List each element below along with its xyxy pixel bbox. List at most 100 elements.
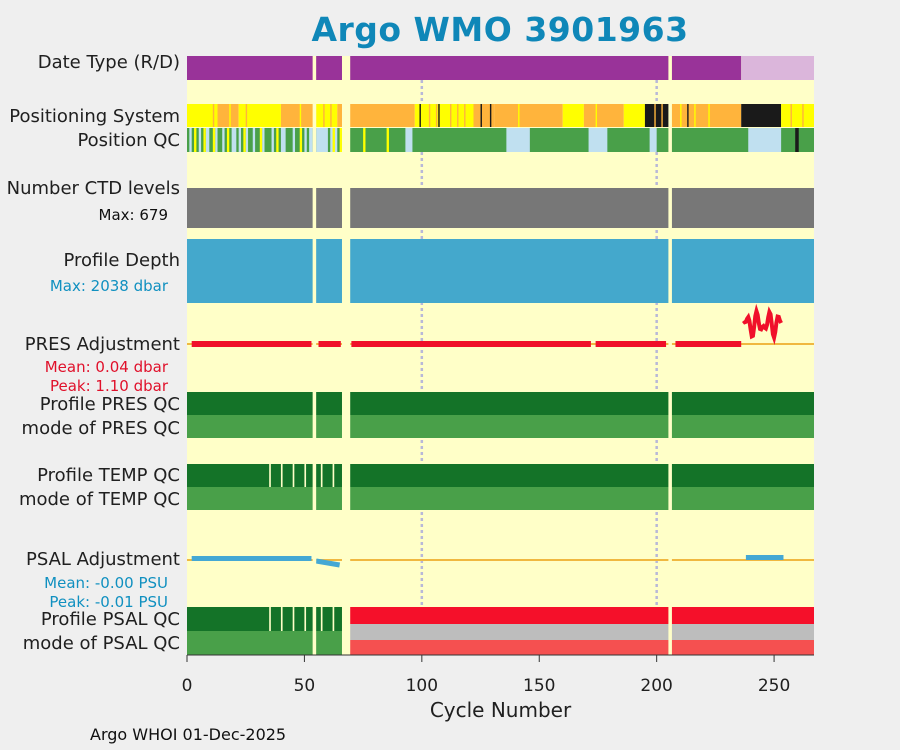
pos-system-stripe: [480, 104, 482, 127]
label-psal-adjustment: PSAL Adjustment: [25, 549, 180, 570]
pres-qc-bar: [187, 392, 814, 415]
pos-system-stripe: [299, 104, 302, 127]
position-qc-stripe: [304, 128, 307, 152]
label-positioning-system: Positioning System: [9, 106, 180, 127]
position-qc-stripe: [189, 128, 192, 152]
label-mode-psal-qc: mode of PSAL QC: [22, 633, 180, 654]
temp-qc-stripe: [280, 464, 283, 487]
pos-system-segment: [316, 104, 338, 127]
psal-qc-bar: [187, 607, 342, 631]
position-qc-stripe: [292, 128, 296, 152]
pres-adjustment-bar: [595, 341, 667, 347]
position-qc-stripe: [226, 128, 230, 152]
pres-adjustment-bar: [191, 341, 312, 347]
position-qc-stripe: [332, 128, 335, 152]
pos-system-segment: [583, 104, 624, 127]
x-tick-label: 200: [640, 676, 673, 696]
position-qc-stripe: [276, 128, 279, 152]
pos-system-stripe: [651, 104, 654, 127]
pos-system-stripe: [630, 104, 633, 127]
psal-mean-value: Mean: -0.00 PSU: [44, 574, 168, 592]
pos-system-stripe: [229, 104, 231, 127]
pres-adjustment-line: [742, 303, 783, 345]
pos-system-stripe: [353, 104, 356, 127]
position-qc-stripe: [405, 128, 413, 152]
pos-system-stripe: [403, 104, 405, 127]
psal-mode-bar: [349, 640, 814, 655]
position-qc-stripe: [215, 128, 218, 152]
pos-system-stripe: [680, 104, 682, 127]
cycle-gap: [312, 56, 317, 655]
position-qc-stripe: [386, 128, 389, 152]
pos-system-segment: [217, 104, 239, 127]
position-qc-stripe: [339, 128, 342, 152]
pos-system-stripe: [201, 104, 203, 127]
position-qc-stripe: [588, 128, 608, 152]
pos-system-stripe: [555, 104, 558, 127]
pos-system-stripe: [360, 104, 363, 127]
psal-qc-stripe: [280, 607, 283, 631]
position-qc-stripe: [238, 128, 242, 152]
label-date-type: Date Type (R/D): [37, 52, 180, 73]
pos-system-stripe: [595, 104, 598, 127]
x-tick-label: 250: [757, 676, 791, 696]
position-qc-stripe: [316, 128, 328, 152]
psal-qc-stripe: [269, 607, 271, 631]
position-qc-stripe: [309, 128, 313, 152]
label-profile-depth: Profile Depth: [63, 250, 180, 271]
date-type-bar: [741, 56, 814, 80]
temp-qc-stripe: [320, 464, 323, 487]
pos-system-stripe: [694, 104, 696, 127]
pos-system-stripe: [438, 104, 440, 127]
position-qc-stripe: [231, 128, 237, 152]
pos-system-stripe: [543, 104, 546, 127]
pos-system-stripe: [450, 104, 452, 127]
psal-qc-stripe: [292, 607, 295, 631]
pos-system-segment: [623, 104, 645, 127]
pos-system-stripe: [529, 104, 532, 127]
pos-system-stripe: [687, 104, 689, 127]
pos-system-segment: [337, 104, 415, 127]
position-qc-stripe: [795, 128, 799, 152]
label-profile-temp-qc: Profile TEMP QC: [37, 465, 180, 486]
pos-system-stripe: [790, 104, 792, 127]
position-qc-stripe: [194, 128, 197, 152]
pres-mean-value: Mean: 0.04 dbar: [44, 358, 168, 376]
position-qc-stripe: [205, 128, 210, 152]
temp-qc-stripe: [332, 464, 335, 487]
pres-adjustment-bar: [318, 341, 341, 347]
pos-system-stripe: [464, 104, 466, 127]
pos-system-stripe: [731, 104, 734, 127]
position-qc-stripe: [271, 128, 274, 152]
psal-qc-stripe: [320, 607, 323, 631]
psal-qc-bar: [349, 607, 814, 624]
position-qc-stripe: [198, 128, 202, 152]
position-qc-stripe: [299, 128, 303, 152]
pos-system-stripe: [330, 104, 332, 127]
position-qc-stripe: [262, 128, 265, 152]
label-profile-pres-qc: Profile PRES QC: [39, 394, 180, 415]
pos-system-stripe: [506, 104, 508, 127]
pos-system-stripe: [379, 104, 381, 127]
pos-system-stripe: [637, 104, 640, 127]
pos-system-stripe: [720, 104, 722, 127]
pos-system-segment: [644, 104, 671, 127]
position-qc-stripe: [748, 128, 782, 152]
x-axis-label: Cycle Number: [429, 698, 572, 722]
label-position-qc: Position QC: [77, 130, 180, 151]
pos-system-stripe: [605, 104, 607, 127]
pos-system-stripe: [271, 104, 273, 127]
chart-marks: [187, 56, 814, 655]
pos-system-stripe: [708, 104, 710, 127]
label-mode-temp-qc: mode of TEMP QC: [18, 489, 180, 510]
pos-system-stripe: [290, 104, 292, 127]
psal-mode-bar: [187, 631, 342, 655]
pos-system-segment: [494, 104, 563, 127]
psal-qc-gray-bar: [349, 624, 814, 640]
pos-system-stripe: [323, 104, 325, 127]
temp-mode-bar: [187, 487, 814, 510]
pos-system-stripe: [367, 104, 370, 127]
date-type-bar: [187, 56, 742, 80]
position-qc-stripe: [649, 128, 657, 152]
